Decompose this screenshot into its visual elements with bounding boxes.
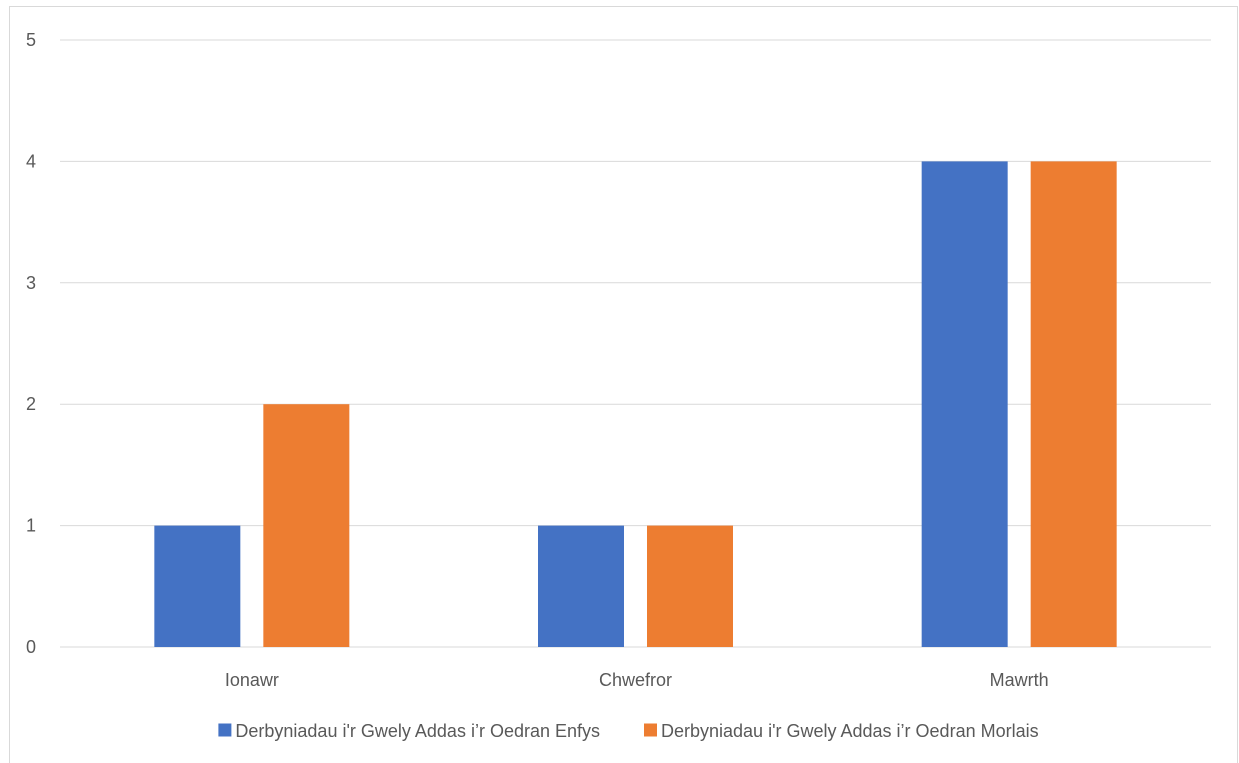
x-tick-label-mawrth: Mawrth bbox=[990, 670, 1049, 690]
x-tick-label-ionawr: Ionawr bbox=[225, 670, 279, 690]
legend-label-series-1: Derbyniadau i'r Gwely Addas i’r Oedran E… bbox=[235, 721, 600, 741]
bar-ionawr-series-2 bbox=[263, 404, 350, 647]
y-tick-label-1: 1 bbox=[26, 516, 36, 536]
bar-chwefror-series-2 bbox=[647, 525, 733, 647]
bar-chwefror-series-1 bbox=[538, 525, 624, 647]
legend: Derbyniadau i'r Gwely Addas i’r Oedran E… bbox=[218, 721, 1039, 741]
y-tick-label-3: 3 bbox=[26, 273, 36, 293]
legend-swatch-series-2 bbox=[644, 723, 657, 737]
y-axis-tick-labels: 0 1 2 3 4 5 bbox=[26, 30, 36, 657]
bar-ionawr-series-1 bbox=[154, 525, 241, 647]
y-tick-label-5: 5 bbox=[26, 30, 36, 50]
legend-label-series-2: Derbyniadau i'r Gwely Addas i’r Oedran M… bbox=[661, 721, 1039, 741]
y-tick-label-4: 4 bbox=[26, 151, 36, 171]
bar-mawrth-series-2 bbox=[1030, 161, 1117, 647]
bar-mawrth-series-1 bbox=[921, 161, 1008, 647]
bars bbox=[154, 161, 1117, 647]
legend-swatch-series-1 bbox=[218, 723, 232, 737]
chart-frame bbox=[9, 6, 1238, 763]
y-tick-label-2: 2 bbox=[26, 394, 36, 414]
y-tick-label-0: 0 bbox=[26, 637, 36, 657]
x-axis-tick-labels: Ionawr Chwefror Mawrth bbox=[225, 670, 1049, 690]
x-tick-label-chwefror: Chwefror bbox=[599, 670, 672, 690]
gridlines bbox=[60, 39, 1211, 648]
